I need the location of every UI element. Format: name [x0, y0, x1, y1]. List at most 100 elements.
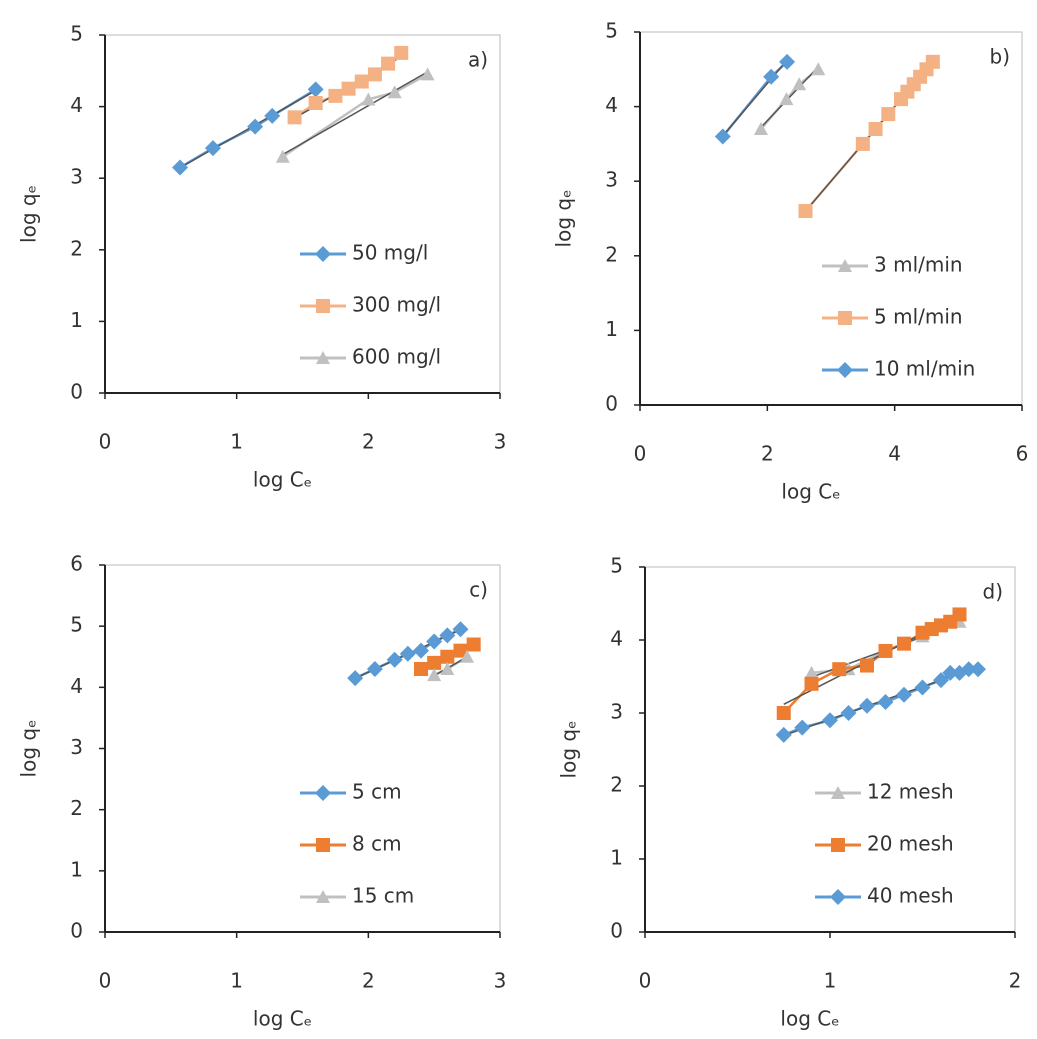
- x-tick-label: 0: [639, 969, 652, 993]
- marker: [804, 676, 819, 691]
- x-tick-label: 0: [634, 442, 647, 466]
- y-tick-label: 2: [70, 796, 83, 820]
- y-tick-label: 1: [610, 846, 623, 870]
- marker: [753, 121, 768, 135]
- panel-label: d): [983, 580, 1004, 604]
- marker: [897, 636, 911, 651]
- marker: [914, 679, 931, 696]
- y-tick-label: 5: [70, 613, 83, 637]
- marker: [316, 299, 330, 313]
- legend-label: 40 mesh: [867, 884, 954, 908]
- marker: [347, 670, 364, 687]
- plot-frame: [104, 564, 501, 933]
- x-tick-label: 2: [362, 969, 375, 993]
- y-tick-label: 4: [70, 674, 83, 698]
- y-tick-label: 0: [605, 392, 618, 416]
- x-axis-label: log Cₑ: [253, 1007, 312, 1031]
- marker: [387, 85, 402, 99]
- y-tick-label: 0: [610, 919, 623, 943]
- trendline: [760, 66, 819, 128]
- y-tick-label: 5: [610, 554, 623, 578]
- marker: [427, 668, 442, 682]
- x-tick-label: 2: [1009, 969, 1022, 993]
- marker: [798, 204, 813, 219]
- x-axis-label: log Cₑ: [780, 1007, 839, 1031]
- marker: [714, 128, 731, 145]
- x-tick-label: 0: [99, 969, 112, 993]
- marker: [775, 726, 792, 743]
- x-tick-label: 2: [362, 430, 375, 454]
- x-tick-label: 1: [824, 969, 837, 993]
- marker: [275, 149, 290, 163]
- y-tick-label: 4: [605, 93, 618, 117]
- y-tick-label: 4: [70, 93, 83, 117]
- marker: [942, 664, 959, 681]
- panel-label: a): [468, 48, 488, 72]
- y-axis-label: log qₑ: [17, 185, 41, 243]
- marker: [779, 53, 796, 70]
- legend-label: 300 mg/l: [352, 293, 441, 317]
- marker: [830, 889, 846, 905]
- marker: [460, 649, 475, 663]
- legend-label: 15 cm: [352, 884, 414, 908]
- legend-label: 50 mg/l: [352, 241, 428, 265]
- marker: [925, 54, 940, 69]
- y-tick-label: 2: [610, 773, 623, 797]
- panel-label: c): [469, 578, 488, 602]
- marker: [287, 110, 302, 125]
- marker: [831, 786, 845, 799]
- marker: [315, 246, 331, 262]
- marker: [804, 665, 819, 679]
- x-tick-label: 6: [1016, 442, 1029, 466]
- legend-label: 8 cm: [352, 832, 402, 856]
- marker: [427, 655, 442, 670]
- marker: [367, 67, 382, 82]
- marker: [794, 719, 811, 736]
- marker: [970, 661, 986, 678]
- x-tick-label: 2: [761, 442, 774, 466]
- y-tick-label: 1: [70, 308, 83, 332]
- marker: [247, 118, 264, 135]
- legend-label: 3 ml/min: [874, 253, 963, 277]
- marker: [354, 74, 369, 89]
- x-axis-label: log Cₑ: [781, 480, 840, 504]
- marker: [763, 68, 780, 85]
- y-tick-label: 3: [610, 700, 623, 724]
- trendline: [722, 59, 788, 137]
- marker: [315, 785, 331, 801]
- marker: [832, 662, 847, 677]
- marker: [204, 140, 221, 157]
- y-axis-label: log qₑ: [552, 190, 576, 248]
- marker: [426, 633, 443, 650]
- marker: [952, 607, 967, 622]
- marker: [831, 838, 845, 852]
- marker: [838, 311, 852, 325]
- marker: [466, 637, 481, 652]
- x-axis-label: log Cₑ: [253, 468, 312, 492]
- marker: [838, 259, 852, 272]
- series-line: [282, 73, 429, 158]
- marker: [837, 362, 853, 378]
- x-tick-label: 1: [230, 969, 243, 993]
- marker: [855, 136, 870, 151]
- marker: [308, 96, 323, 111]
- marker: [776, 706, 791, 720]
- marker: [328, 88, 343, 103]
- marker: [316, 890, 330, 903]
- y-tick-label: 3: [70, 735, 83, 759]
- marker: [439, 627, 456, 644]
- marker: [960, 661, 977, 678]
- y-axis-label: log qₑ: [17, 720, 41, 778]
- marker: [361, 92, 376, 106]
- marker: [316, 838, 330, 852]
- marker: [440, 661, 455, 675]
- marker: [394, 45, 409, 60]
- y-tick-label: 4: [610, 627, 623, 651]
- marker: [381, 56, 396, 71]
- legend-label: 20 mesh: [867, 832, 954, 856]
- marker: [859, 697, 875, 714]
- x-tick-label: 0: [99, 430, 112, 454]
- marker: [366, 660, 383, 677]
- y-tick-label: 2: [605, 242, 618, 266]
- marker: [881, 107, 896, 122]
